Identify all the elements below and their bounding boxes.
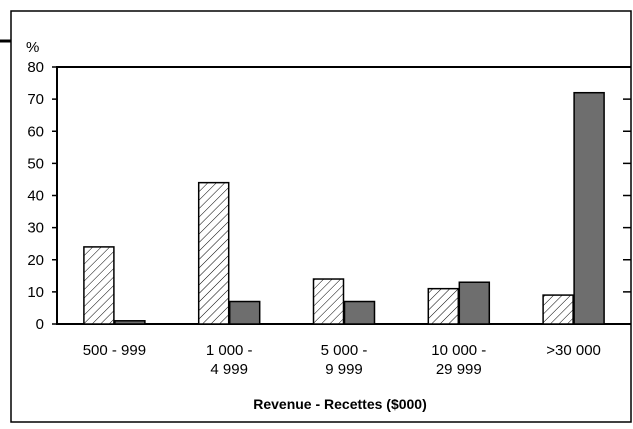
x-tick-label: 29 999 [436, 361, 482, 378]
y-tick-label: 20 [27, 252, 44, 269]
y-tick-label: 50 [27, 155, 44, 172]
y-tick-label: 30 [27, 220, 44, 237]
chart-frame [10, 10, 632, 423]
x-tick-label: 5 000 - [321, 342, 368, 359]
y-tick-label: 10 [27, 284, 44, 301]
bar-solid [228, 300, 261, 325]
x-tick-label: 500 - 999 [83, 342, 146, 359]
bar-hatched [197, 181, 230, 325]
bar-solid [343, 300, 376, 325]
x-tick-label: 9 999 [325, 361, 363, 378]
y-tick-label: 70 [27, 91, 44, 108]
bar-solid [114, 320, 146, 325]
y-axis-label: % [26, 39, 39, 56]
x-axis-label: Revenue - Recettes ($000) [253, 396, 427, 412]
bar-hatched [312, 278, 345, 325]
bar-hatched [427, 287, 460, 325]
bar-solid [458, 281, 491, 325]
x-tick-label: 10 000 - [431, 342, 486, 359]
bar-solid [573, 91, 605, 325]
y-tick-label: 60 [27, 123, 44, 140]
x-tick-label: 4 999 [210, 361, 248, 378]
y-tick-label: 0 [36, 316, 44, 333]
bar-hatched [83, 246, 115, 325]
bar-hatched [542, 294, 574, 325]
y-tick-label: 80 [27, 59, 44, 76]
x-tick-label: 1 000 - [206, 342, 253, 359]
x-tick-label: >30 000 [546, 342, 601, 359]
y-tick-label: 40 [27, 188, 44, 205]
